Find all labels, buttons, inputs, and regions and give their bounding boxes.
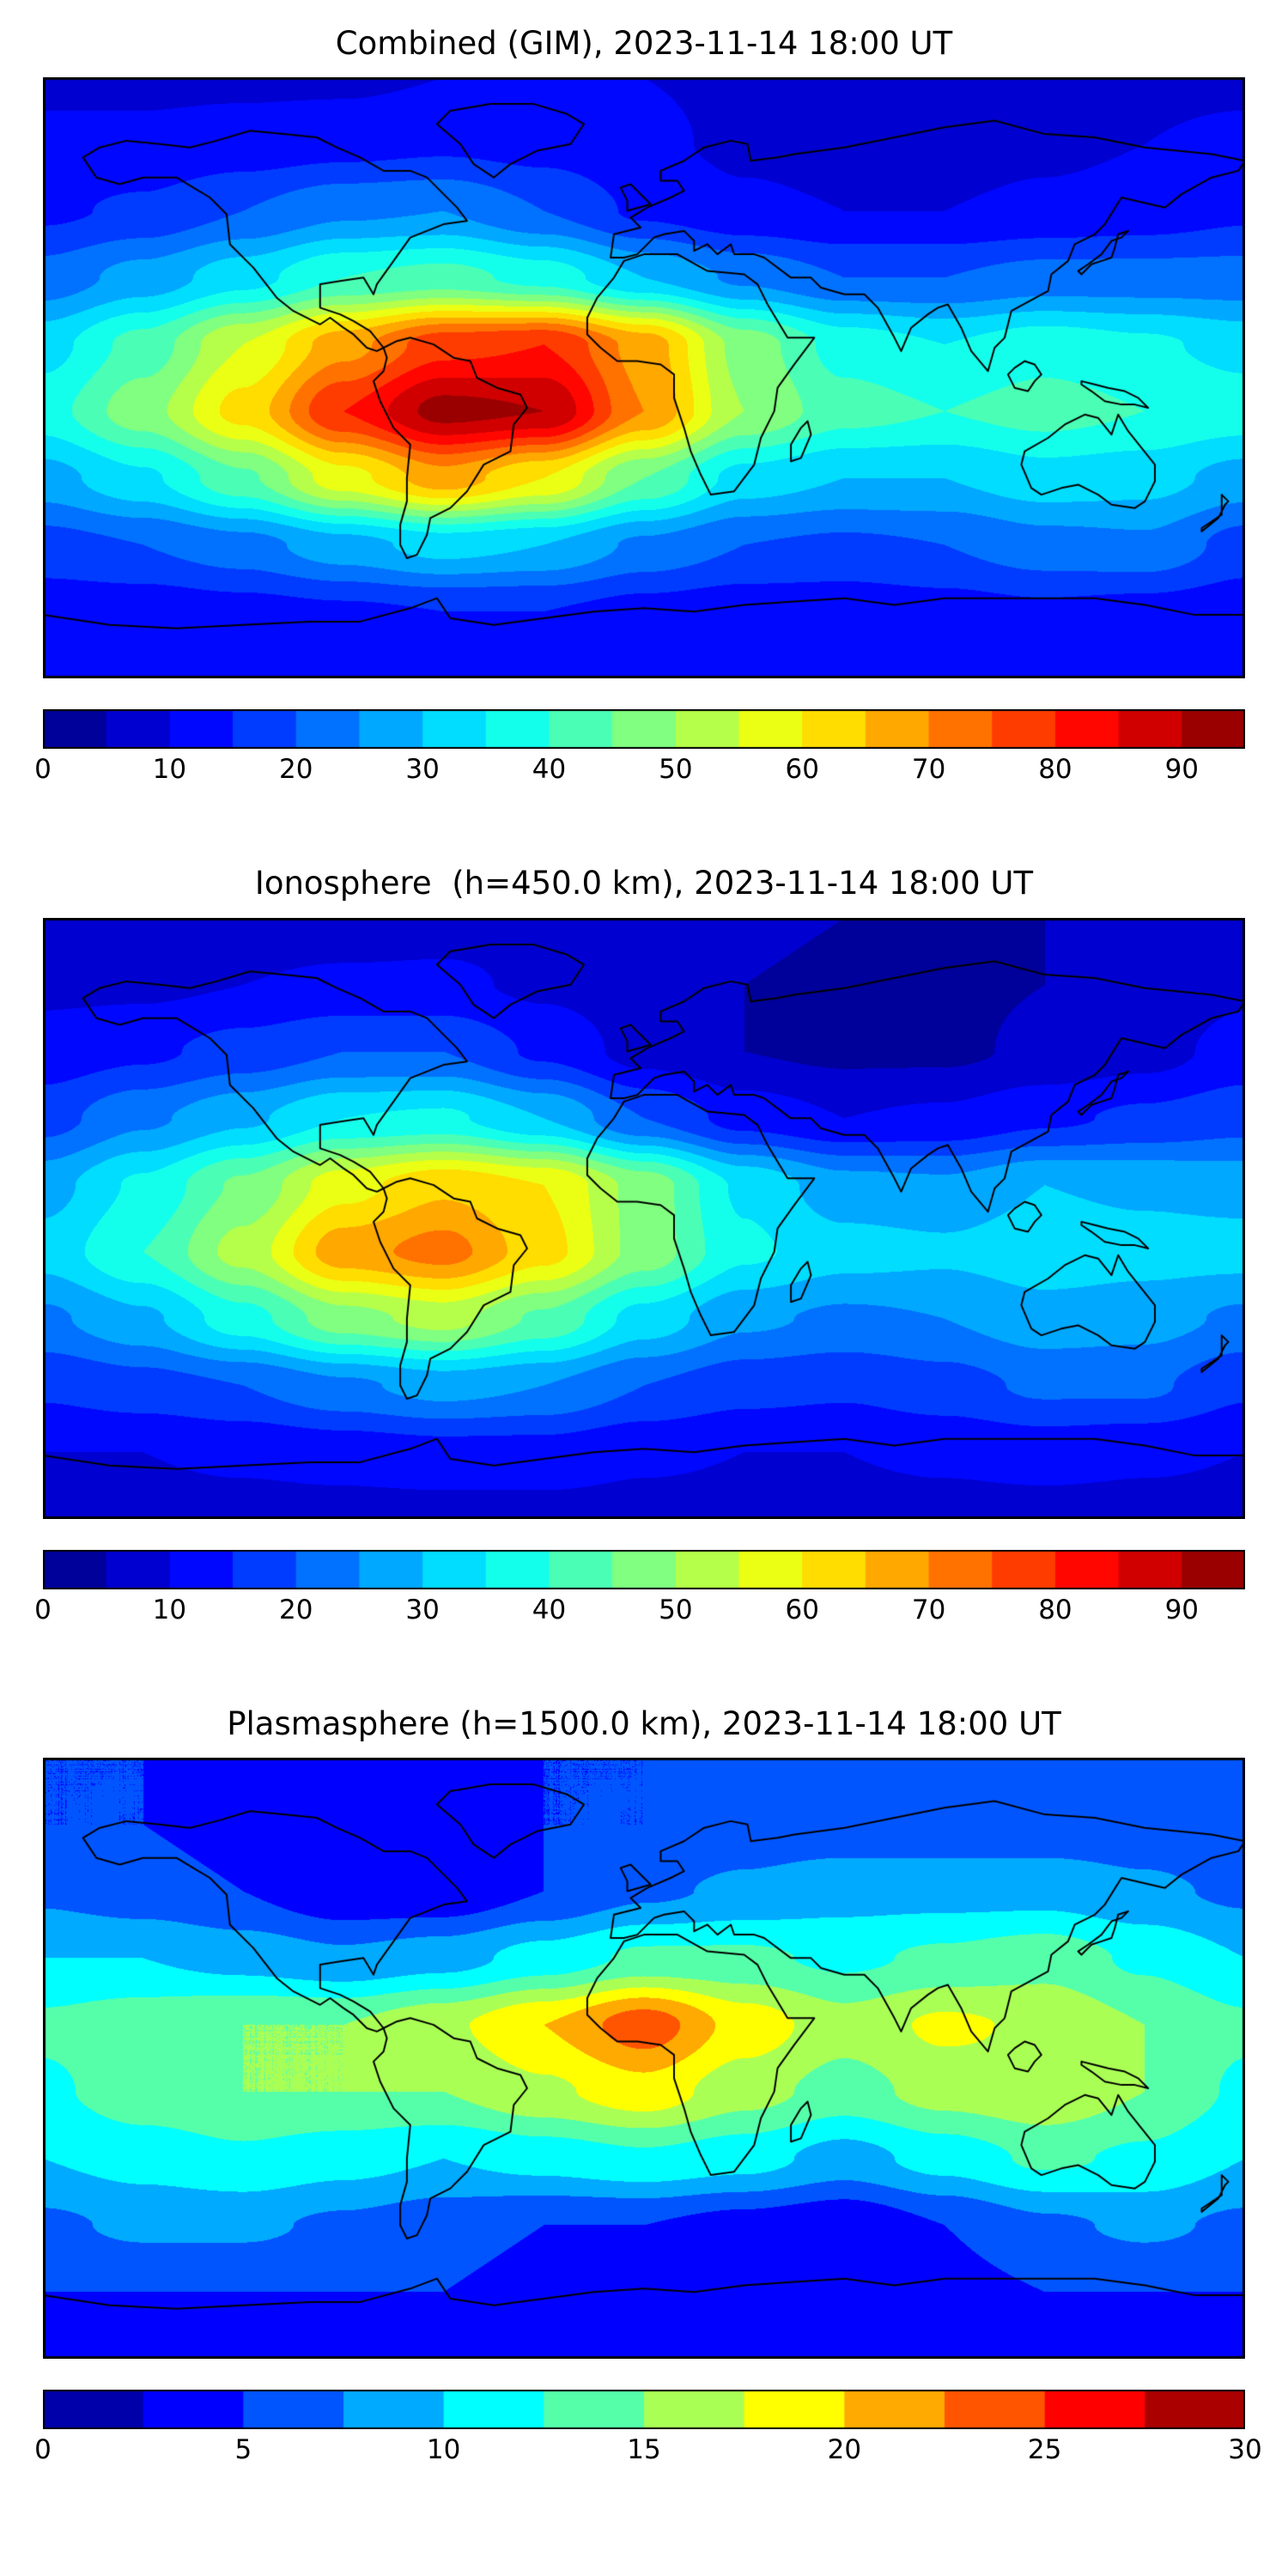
- colorbar-tick-label: 25: [1027, 2433, 1062, 2465]
- colorbar-tick-label: 20: [279, 754, 313, 786]
- colorbar-tick-label: 50: [659, 754, 693, 786]
- colorbar-tick-label: 5: [234, 2433, 252, 2465]
- panel-title: Combined (GIM), 2023-11-14 18:00 UT: [335, 25, 953, 62]
- colorbar-tick-label: 10: [152, 754, 187, 786]
- colorbar-tick-label: 15: [627, 2433, 661, 2465]
- colorbar-tick-label: 0: [34, 754, 52, 786]
- colorbar-tick-label: 30: [1228, 2433, 1262, 2465]
- colorbar-tick-row: 0 10 20 30 40 50 60 70 80 90: [34, 1589, 1245, 1636]
- colorbar-tick-label: 50: [659, 1594, 693, 1625]
- colorbar-tick-label: 40: [532, 1594, 567, 1625]
- colorbar-canvas: [43, 709, 1245, 750]
- colorbar-canvas: [43, 1549, 1245, 1589]
- colorbar-tick-label: 70: [911, 754, 946, 786]
- colorbar-tick-label: 0: [34, 1594, 52, 1625]
- colorbar-tick-label: 20: [827, 2433, 862, 2465]
- colorbar-tick-label: 10: [152, 1594, 187, 1625]
- panel-plasmasphere: Plasmasphere (h=1500.0 km), 2023-11-14 1…: [34, 1691, 1262, 2476]
- colorbar-tick-label: 70: [911, 1594, 946, 1625]
- colorbar-tick-label: 80: [1038, 754, 1072, 786]
- colorbar-tick-label: 90: [1164, 1594, 1200, 1625]
- tec-map-canvas: [43, 77, 1245, 679]
- colorbar-tick-label: 90: [1164, 754, 1200, 786]
- colorbar-tick-label: 30: [405, 1594, 440, 1625]
- colorbar-tick-label: 80: [1038, 1594, 1072, 1625]
- tec-map-canvas: [43, 917, 1245, 1519]
- colorbar-tick-row: 0 5 10 15 20 25 30: [34, 2429, 1262, 2476]
- colorbar-tick-label: 10: [426, 2433, 461, 2465]
- colorbar-tick-label: 60: [785, 754, 819, 786]
- panel-combined-gim: Combined (GIM), 2023-11-14 18:00 UT 0 10 2…: [34, 10, 1245, 795]
- colorbar-tick-label: 40: [532, 754, 567, 786]
- panel-ionosphere: Ionosphere (h=450.0 km), 2023-11-14 18:0…: [34, 850, 1245, 1636]
- panel-title: Ionosphere (h=450.0 km), 2023-11-14 18:0…: [254, 865, 1034, 902]
- colorbar-tick-label: 20: [279, 1594, 313, 1625]
- colorbar-tick-label: 0: [34, 2433, 52, 2465]
- panel-title: Plasmasphere (h=1500.0 km), 2023-11-14 1…: [227, 1704, 1061, 1742]
- colorbar-canvas: [43, 2389, 1245, 2429]
- colorbar-tick-label: 30: [405, 754, 440, 786]
- colorbar-tick-label: 60: [785, 1594, 819, 1625]
- tec-map-canvas: [43, 1757, 1245, 2359]
- colorbar-tick-row: 0 10 20 30 40 50 60 70 80 90: [34, 749, 1245, 795]
